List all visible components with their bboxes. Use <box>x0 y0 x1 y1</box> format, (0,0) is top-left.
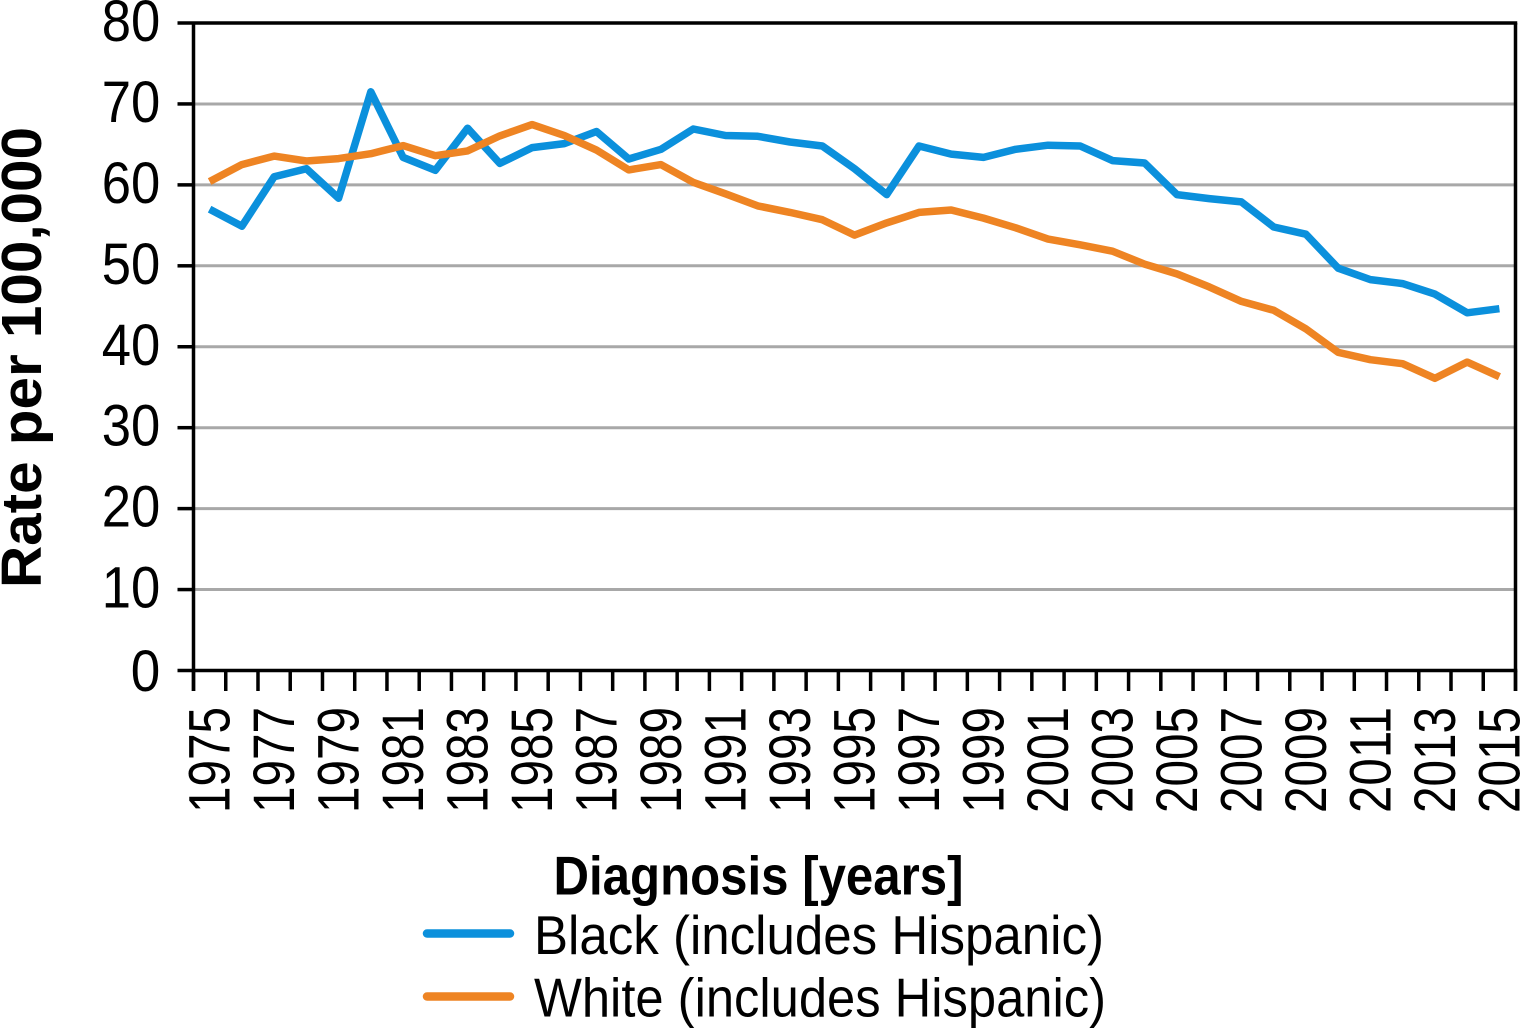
svg-text:80: 80 <box>102 0 161 54</box>
svg-text:1993: 1993 <box>758 707 823 813</box>
svg-text:1999: 1999 <box>951 707 1016 813</box>
svg-text:40: 40 <box>102 313 161 378</box>
svg-text:1981: 1981 <box>371 707 436 813</box>
svg-text:1979: 1979 <box>307 707 372 813</box>
svg-text:30: 30 <box>102 394 161 459</box>
svg-text:2005: 2005 <box>1145 707 1210 813</box>
svg-text:50: 50 <box>102 232 161 297</box>
svg-text:2007: 2007 <box>1209 707 1274 813</box>
svg-text:70: 70 <box>102 70 161 135</box>
svg-text:Diagnosis [years]: Diagnosis [years] <box>554 845 964 907</box>
svg-text:1975: 1975 <box>178 707 243 813</box>
svg-text:0: 0 <box>131 639 161 704</box>
svg-text:1983: 1983 <box>436 707 501 813</box>
svg-text:2001: 2001 <box>1016 707 1081 813</box>
svg-text:Rate per 100,000: Rate per 100,000 <box>0 127 54 588</box>
svg-text:2011: 2011 <box>1338 707 1403 813</box>
svg-text:20: 20 <box>102 475 161 540</box>
svg-text:2003: 2003 <box>1080 707 1145 813</box>
svg-text:1995: 1995 <box>822 707 887 813</box>
svg-text:10: 10 <box>102 556 161 621</box>
svg-text:1977: 1977 <box>242 707 307 813</box>
svg-text:1989: 1989 <box>629 707 694 813</box>
svg-text:2015: 2015 <box>1467 707 1525 813</box>
svg-text:1991: 1991 <box>693 707 758 813</box>
svg-text:1985: 1985 <box>500 707 565 813</box>
svg-text:Black (includes Hispanic): Black (includes Hispanic) <box>534 904 1104 966</box>
svg-text:60: 60 <box>102 151 161 216</box>
svg-text:2009: 2009 <box>1274 707 1339 813</box>
svg-text:1987: 1987 <box>564 707 629 813</box>
svg-text:2013: 2013 <box>1403 707 1468 813</box>
svg-text:1997: 1997 <box>887 707 952 813</box>
svg-text:White (includes Hispanic): White (includes Hispanic) <box>534 967 1106 1029</box>
